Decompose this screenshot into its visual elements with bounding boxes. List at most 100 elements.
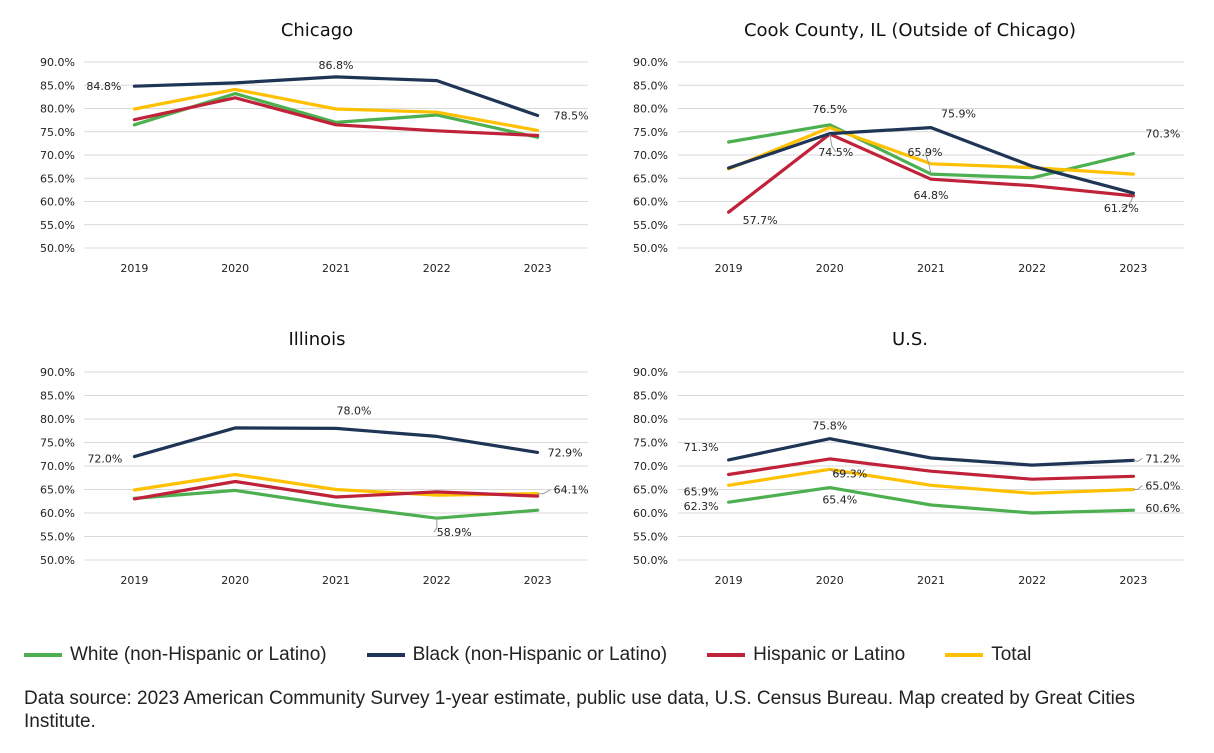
y-tick-label: 50.0% bbox=[633, 554, 668, 567]
data-label: 57.7% bbox=[743, 214, 778, 227]
chart-panel-3: Illinois 50.0% 55.0% 60.0% 65.0% 70.0% 75.0% 80… bbox=[40, 329, 589, 587]
data-label-leader bbox=[1133, 457, 1143, 462]
y-tick-label: 65.0% bbox=[40, 172, 75, 185]
x-tick-label: 2021 bbox=[322, 262, 350, 275]
data-label: 76.5% bbox=[812, 103, 847, 116]
data-label-leader bbox=[1121, 195, 1134, 209]
data-label: 84.8% bbox=[86, 80, 121, 93]
x-tick-label: 2020 bbox=[816, 574, 844, 587]
data-label: 75.9% bbox=[941, 108, 976, 121]
series-line-black bbox=[132, 75, 540, 118]
y-tick-label: 60.0% bbox=[633, 507, 668, 520]
y-tick-label: 55.0% bbox=[40, 219, 75, 232]
chart-panel-2: Cook County, IL (Outside of Chicago) 50.0… bbox=[633, 20, 1184, 275]
data-label-leader bbox=[1133, 485, 1143, 490]
y-tick-label: 85.0% bbox=[633, 390, 668, 403]
data-label-leader bbox=[433, 518, 438, 533]
y-tick-label: 75.0% bbox=[633, 126, 668, 139]
data-label-leader bbox=[829, 133, 837, 153]
legend-swatch-hispanic bbox=[707, 653, 746, 657]
x-tick-label: 2019 bbox=[120, 262, 148, 275]
legend-label: Total bbox=[991, 644, 1032, 665]
y-tick-label: 60.0% bbox=[40, 507, 75, 520]
x-tick-label: 2021 bbox=[917, 574, 945, 587]
y-tick-label: 50.0% bbox=[633, 242, 668, 255]
data-label: 78.5% bbox=[554, 109, 589, 122]
chart-title: U.S. bbox=[892, 329, 928, 350]
y-tick-label: 80.0% bbox=[40, 103, 75, 116]
series-line-total bbox=[726, 125, 1136, 176]
y-tick-label: 80.0% bbox=[633, 103, 668, 116]
legend-swatch-total bbox=[945, 653, 984, 657]
legend-label: Black (non-Hispanic or Latino) bbox=[412, 644, 668, 665]
y-tick-label: 50.0% bbox=[40, 242, 75, 255]
x-tick-label: 2022 bbox=[423, 574, 451, 587]
data-label: 60.6% bbox=[1145, 502, 1180, 515]
data-label: 72.0% bbox=[87, 453, 122, 466]
y-tick-label: 90.0% bbox=[40, 366, 75, 379]
data-label: 64.8% bbox=[914, 189, 949, 202]
chart-panel-4: U.S. 50.0% 55.0% 60.0% 65.0% 70.0% 75.0% 80.0% 8… bbox=[633, 329, 1184, 587]
y-tick-label: 55.0% bbox=[633, 219, 668, 232]
x-tick-label: 2021 bbox=[917, 262, 945, 275]
y-tick-label: 85.0% bbox=[40, 79, 75, 92]
x-tick-label: 2023 bbox=[1119, 574, 1147, 587]
data-label-leader bbox=[924, 151, 932, 175]
series-line-black bbox=[726, 437, 1136, 467]
data-label: 65.9% bbox=[684, 485, 719, 498]
x-tick-label: 2021 bbox=[322, 574, 350, 587]
series-line-total bbox=[726, 467, 1136, 495]
data-label: 72.9% bbox=[548, 446, 583, 459]
legend-swatch-white bbox=[24, 653, 62, 657]
y-tick-label: 80.0% bbox=[40, 413, 75, 426]
series-line-white bbox=[132, 488, 540, 520]
series-line-black bbox=[132, 426, 540, 459]
y-tick-label: 80.0% bbox=[633, 413, 668, 426]
data-label: 62.3% bbox=[684, 500, 719, 513]
series-line-black bbox=[726, 125, 1136, 195]
series-line-hispanic bbox=[726, 457, 1136, 481]
legend-item-hispanic: Hispanic or Latino bbox=[707, 644, 905, 666]
y-tick-label: 75.0% bbox=[40, 437, 75, 450]
y-tick-label: 65.0% bbox=[633, 484, 668, 497]
data-label: 86.8% bbox=[319, 59, 354, 72]
x-tick-label: 2022 bbox=[1018, 574, 1046, 587]
legend-item-black: Black (non-Hispanic or Latino) bbox=[366, 644, 668, 666]
y-tick-label: 70.0% bbox=[40, 460, 75, 473]
data-label: 78.0% bbox=[337, 404, 372, 417]
series-line-hispanic bbox=[726, 132, 1136, 214]
y-tick-label: 70.0% bbox=[633, 149, 668, 162]
y-tick-label: 85.0% bbox=[633, 79, 668, 92]
y-tick-label: 55.0% bbox=[633, 531, 668, 544]
y-tick-label: 90.0% bbox=[40, 56, 75, 69]
series-line-total bbox=[132, 87, 540, 132]
data-label: 58.9% bbox=[437, 526, 472, 539]
chart-title: Illinois bbox=[288, 329, 345, 350]
chart-legend: White (non-Hispanic or Latino) Black (non… bbox=[24, 642, 1214, 668]
series-line-white bbox=[132, 91, 540, 139]
y-tick-label: 90.0% bbox=[633, 366, 668, 379]
x-tick-label: 2022 bbox=[1018, 262, 1046, 275]
data-label: 74.5% bbox=[818, 146, 853, 159]
x-tick-label: 2020 bbox=[816, 262, 844, 275]
data-label: 65.0% bbox=[1145, 480, 1180, 493]
charts-canvas: Chicago 50.0% 55.0% 60.0% 65.0% 70.0% 75.0% 80.… bbox=[40, 20, 1184, 587]
x-tick-label: 2019 bbox=[715, 574, 743, 587]
data-label: 70.3% bbox=[1145, 128, 1180, 141]
data-label: 61.2% bbox=[1104, 202, 1139, 215]
y-tick-label: 75.0% bbox=[633, 437, 668, 450]
data-label-leader bbox=[829, 468, 850, 475]
legend-label: Hispanic or Latino bbox=[753, 644, 906, 665]
series-line-white bbox=[726, 486, 1136, 515]
data-label: 75.8% bbox=[812, 420, 847, 433]
x-tick-label: 2020 bbox=[221, 262, 249, 275]
data-label: 65.9% bbox=[908, 146, 943, 159]
x-tick-label: 2023 bbox=[524, 574, 552, 587]
x-tick-label: 2022 bbox=[423, 262, 451, 275]
y-tick-label: 65.0% bbox=[633, 172, 668, 185]
series-line-hispanic bbox=[132, 479, 540, 501]
legend-item-total: Total bbox=[945, 644, 1031, 666]
y-tick-label: 55.0% bbox=[40, 531, 75, 544]
x-tick-label: 2019 bbox=[120, 574, 148, 587]
chart-title: Cook County, IL (Outside of Chicago) bbox=[744, 20, 1076, 41]
